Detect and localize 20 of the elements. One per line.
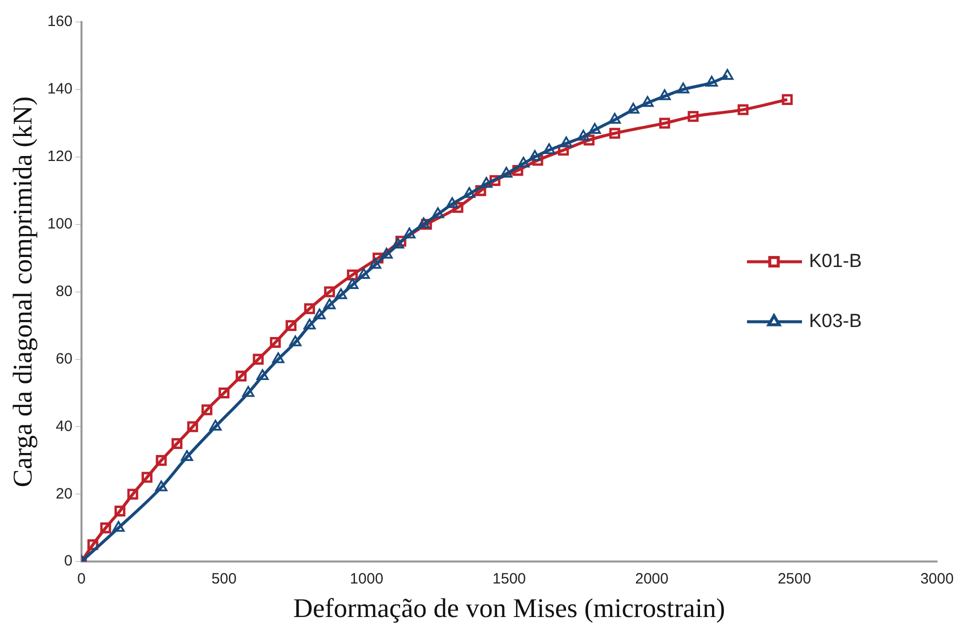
y-tick-label: 160 [47, 13, 72, 30]
y-tick-label: 40 [56, 418, 72, 435]
x-axis-title: Deformação de von Mises (microstrain) [293, 592, 726, 623]
y-axis-title: Carga da diagonal comprimida (kN) [7, 96, 38, 488]
x-tick-label: 1500 [492, 570, 526, 588]
x-tick-label: 500 [212, 570, 237, 588]
y-tick-label: 120 [47, 148, 72, 166]
y-tick-label: 100 [47, 215, 72, 232]
x-tick-label: 1000 [350, 570, 384, 588]
y-tick-label: 80 [56, 282, 72, 300]
x-tick-label: 2500 [778, 570, 812, 588]
x-tick-label: 2000 [635, 570, 668, 588]
legend-label: K03-B [809, 311, 862, 332]
y-tick-label: 20 [56, 485, 72, 502]
x-tick-label: 0 [77, 570, 86, 588]
y-tick-label: 0 [64, 552, 72, 570]
y-tick-label: 60 [56, 350, 72, 368]
y-tick-label: 140 [47, 80, 72, 98]
x-tick-label: 3000 [920, 570, 954, 588]
legend-label: K01-B [809, 251, 862, 272]
